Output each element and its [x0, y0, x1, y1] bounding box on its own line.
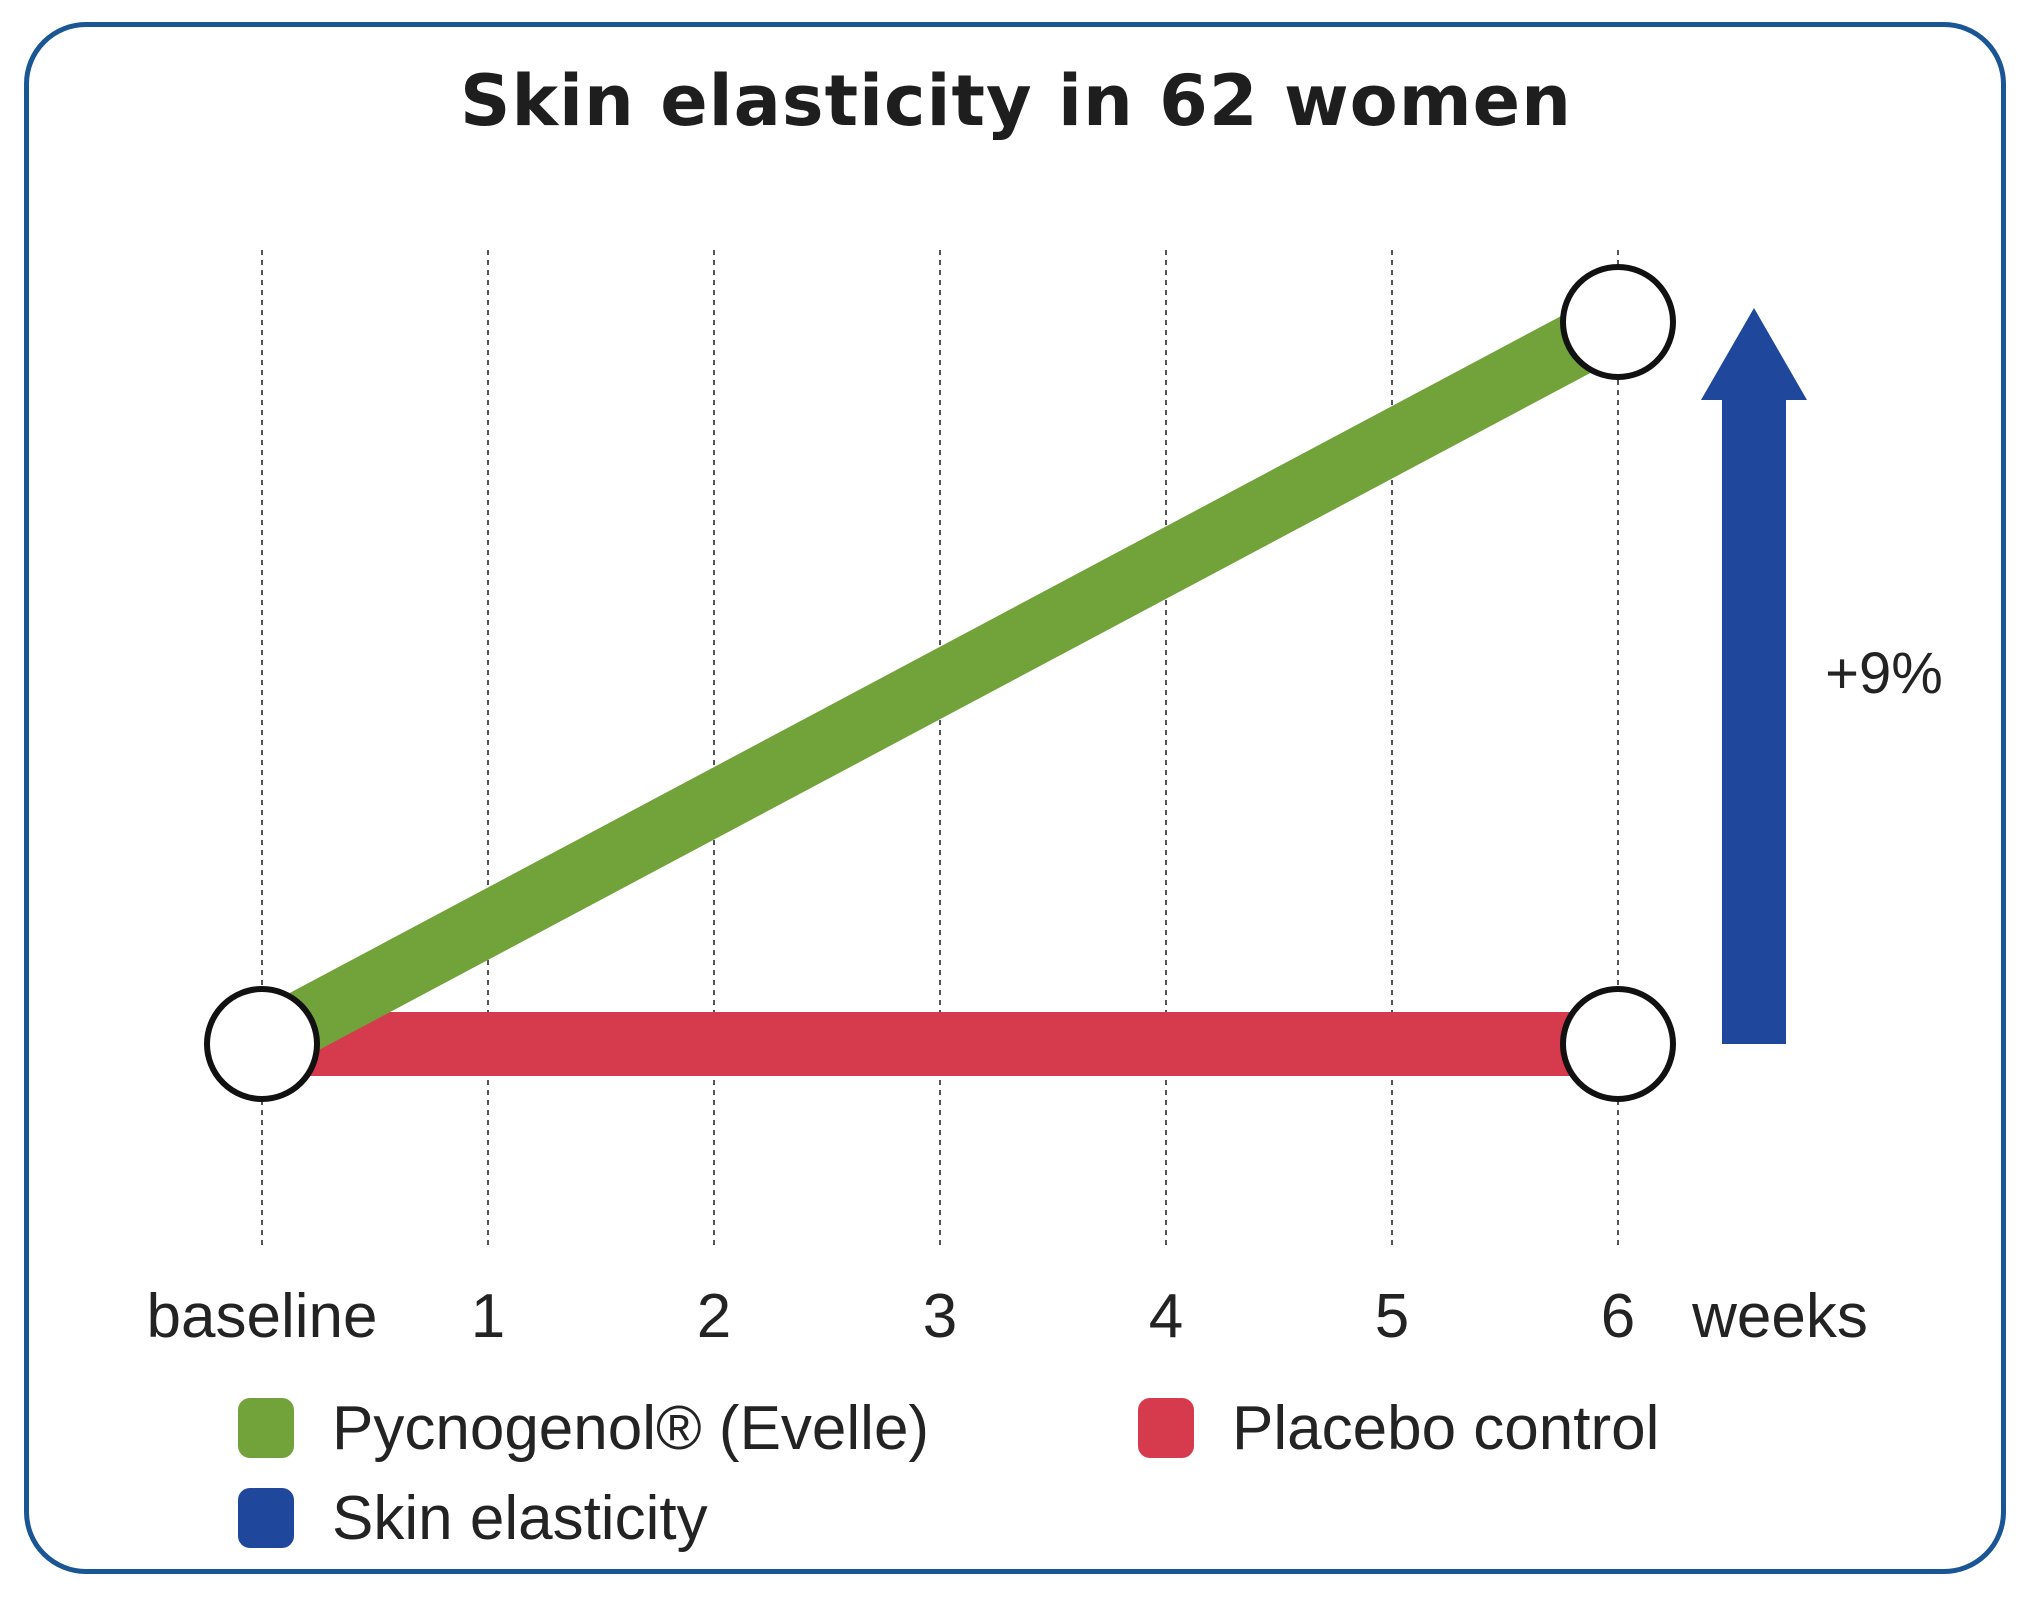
- x-tick-label: 3: [923, 1282, 957, 1351]
- chart-frame: [24, 22, 2006, 1574]
- arrow-label: +9%: [1825, 641, 1943, 706]
- legend-swatch: [1138, 1398, 1194, 1458]
- x-tick-label: 4: [1149, 1282, 1183, 1351]
- data-point: [1560, 986, 1676, 1102]
- arrow-shape: [1701, 308, 1807, 1044]
- x-axis-label: weeks: [1691, 1282, 1868, 1351]
- x-tick-label: baseline: [147, 1282, 378, 1351]
- legend-label: Placebo control: [1232, 1394, 1659, 1463]
- series-line-pycnogenol: [246, 293, 1634, 1073]
- x-tick-label: 5: [1375, 1282, 1409, 1351]
- elasticity-arrow: +9%: [1701, 308, 1943, 1044]
- legend: Pycnogenol® (Evelle) Placebo control Skin …: [238, 1394, 1659, 1553]
- chart-title: Skin elasticity in 62 women: [460, 60, 1572, 142]
- x-tick-label: 1: [471, 1282, 505, 1351]
- x-tick-label: 6: [1601, 1282, 1635, 1351]
- legend-swatch: [238, 1398, 294, 1458]
- legend-swatch: [238, 1488, 294, 1548]
- x-tick-label: 2: [697, 1282, 731, 1351]
- legend-label: Pycnogenol® (Evelle): [332, 1394, 929, 1463]
- legend-label: Skin elasticity: [332, 1484, 708, 1553]
- data-points: [204, 264, 1676, 1102]
- data-point: [204, 986, 320, 1102]
- series-lines: [246, 293, 1634, 1076]
- data-point: [1560, 264, 1676, 380]
- x-axis-tick-labels: baseline 1 2 3 4 5 6: [147, 1282, 1636, 1351]
